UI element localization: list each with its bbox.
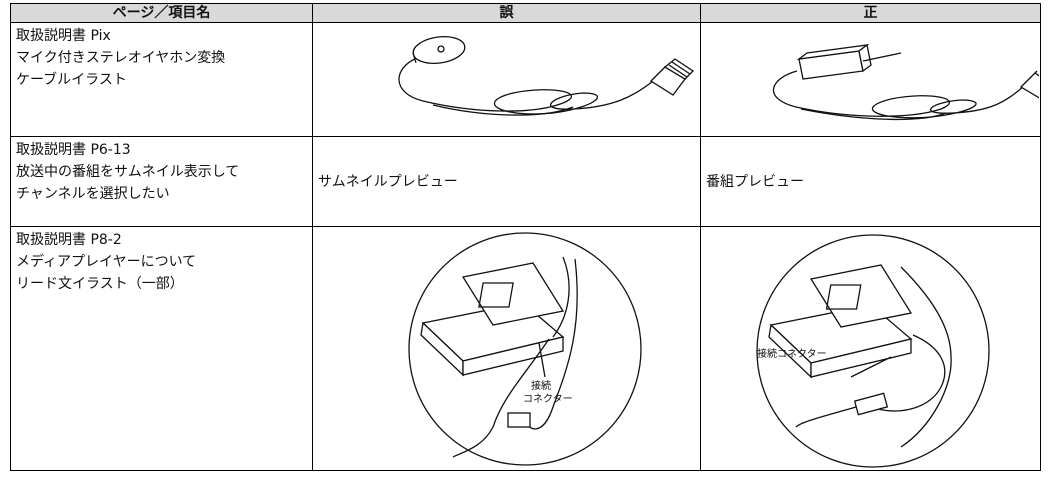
- row: 取扱説明書 Pix マイク付きステレオイヤホン変換 ケーブルイラスト: [10, 22, 1041, 137]
- row: 取扱説明書 P6-13 放送中の番組をサムネイル表示して チャンネルを選択したい…: [10, 136, 1041, 227]
- errata-table: ページ／項目名 誤 正 取扱説明書 Pix マイク付きステレオイヤホン変換 ケー…: [10, 3, 1041, 471]
- row: 取扱説明書 P8-2 メディアプレイヤーについて リード文イラスト（一部） 接続…: [10, 226, 1041, 471]
- item-line: 放送中の番組をサムネイル表示して: [16, 164, 240, 180]
- annotation: 接続: [531, 379, 551, 392]
- annotation: 接続コネクター: [757, 347, 827, 360]
- item-line: マイク付きステレオイヤホン変換: [16, 50, 226, 66]
- right-cell: 番組プレビュー: [700, 136, 1041, 227]
- cable-illustration: [772, 43, 1039, 121]
- header-cell: 誤: [312, 3, 701, 23]
- wrong-cell: [312, 22, 701, 137]
- item-line: リード文イラスト（一部）: [16, 276, 184, 292]
- header-cell: 正: [700, 3, 1041, 23]
- cable-illustration: [398, 35, 695, 116]
- item-line: ケーブルイラスト: [16, 72, 127, 88]
- right-cell: 接続コネクター: [700, 226, 1041, 471]
- phone-illustration: 接続 コネクター: [408, 232, 642, 466]
- item-line: 取扱説明書 P8-2: [16, 232, 122, 248]
- item-line: チャンネルを選択したい: [16, 186, 170, 202]
- item-cell: 取扱説明書 P8-2 メディアプレイヤーについて リード文イラスト（一部）: [10, 226, 313, 471]
- header-cell: ページ／項目名: [10, 3, 313, 23]
- header-row: ページ／項目名 誤 正: [10, 3, 1041, 23]
- item-cell: 取扱説明書 Pix マイク付きステレオイヤホン変換 ケーブルイラスト: [10, 22, 313, 137]
- wrong-cell: サムネイルプレビュー: [312, 136, 701, 227]
- item-line: 取扱説明書 Pix: [16, 28, 111, 44]
- annotation: コネクター: [523, 393, 573, 405]
- item-line: メディアプレイヤーについて: [16, 254, 197, 270]
- item-cell: 取扱説明書 P6-13 放送中の番組をサムネイル表示して チャンネルを選択したい: [10, 136, 313, 227]
- wrong-cell: 接続 コネクター: [312, 226, 701, 471]
- item-line: 取扱説明書 P6-13: [16, 142, 131, 158]
- right-cell: [700, 22, 1041, 137]
- phone-illustration: 接続コネクター: [756, 234, 990, 468]
